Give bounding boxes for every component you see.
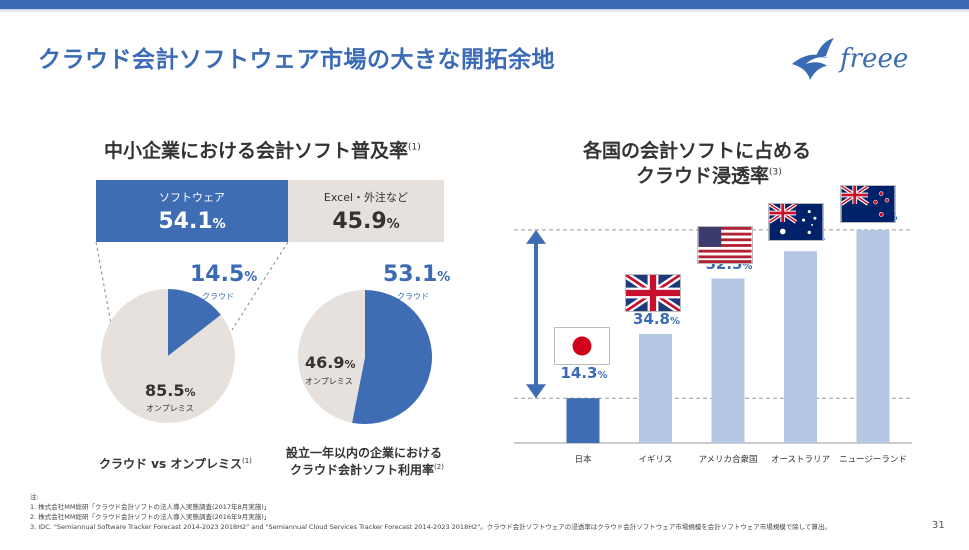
- pie1-onprem-label: オンプレミス: [146, 404, 194, 413]
- bar-value-label-1: 34.8%: [632, 309, 681, 328]
- pie2-caption-line2-text: クラウド会計ソフト利用率: [290, 463, 435, 477]
- left-heading: 中小企業における会計ソフト普及率(1): [104, 136, 421, 163]
- pie2-caption-line2: クラウド会計ソフト利用率(2): [290, 461, 444, 478]
- bar-value-label-0: 14.3%: [560, 364, 608, 383]
- software-value-unit: %: [212, 216, 226, 232]
- pie1-cloud-label: クラウド: [202, 292, 234, 301]
- pie1-onprem-unit: %: [184, 386, 196, 399]
- software-box: ソフトウェア 54.1%: [96, 180, 288, 242]
- pie2-slice-onprem: [297, 290, 365, 423]
- logo-text: freee: [838, 44, 908, 74]
- excel-value-unit: %: [386, 216, 400, 232]
- pie2-cloud-value-number: 53.1: [383, 262, 438, 287]
- category-label-2: アメリカ合衆国: [698, 455, 758, 465]
- pie1-caption-note: (1): [241, 457, 252, 465]
- pie1-cloud-value-number: 14.5: [190, 262, 245, 287]
- pie2-cloud-label: クラウド: [397, 292, 429, 301]
- right-heading-line1: 各国の会計ソフトに占める: [583, 140, 812, 162]
- footnote-1: 1. 株式会社MM総研「クラウド会計ソフトの法人導入実態調査(2017年8月実施…: [30, 503, 271, 511]
- pie2-cloud-unit: %: [437, 270, 451, 285]
- freee-logo: freee: [792, 38, 908, 80]
- pie2-caption-note: (2): [434, 463, 444, 471]
- pie1-cloud-unit: %: [244, 270, 258, 285]
- category-label-3: オーストラリア: [770, 455, 831, 465]
- software-value: 54.1%: [158, 209, 225, 234]
- right-heading-line2-text: クラウド浸透率: [636, 165, 770, 187]
- footnote-2: 2. 株式会社MM総研「クラウド会計ソフトの法人導入実態調査(2016年9月実施…: [30, 513, 271, 521]
- pie1-caption: クラウド vs オンプレミス(1): [99, 455, 252, 472]
- right-heading-note: (3): [769, 167, 782, 178]
- australia-flag-icon: [768, 203, 824, 241]
- pie1-onprem-value: 85.5%: [145, 381, 196, 400]
- logo-bird-icon: [792, 54, 828, 80]
- uk-flag-icon: [625, 274, 681, 312]
- bar-3: [784, 251, 817, 443]
- footnotes-header: 注:: [30, 493, 39, 501]
- bar-2: [711, 278, 745, 443]
- pie2-onprem-unit: %: [344, 358, 356, 371]
- bar-0: [566, 398, 600, 443]
- software-value-number: 54.1: [158, 208, 213, 234]
- pie-chart-new-companies: [297, 290, 433, 425]
- connector-line-right: [231, 241, 289, 331]
- gap-arrow-up-icon: [526, 229, 546, 244]
- japan-flag-icon: [554, 327, 610, 365]
- pie1-slice-cloud: [168, 289, 221, 356]
- pie2-onprem-label: オンプレミス: [305, 377, 353, 386]
- pie2-caption-line1: 設立一年以内の企業における: [286, 446, 443, 460]
- excel-label: Excel・外注など: [323, 190, 409, 204]
- bar-4: [856, 229, 890, 443]
- pie2-slice-cloud: [352, 290, 433, 425]
- category-label-1: イギリス: [638, 455, 673, 465]
- right-heading-line2: クラウド浸透率(3): [636, 161, 782, 188]
- pie1-slice-onprem: [100, 289, 235, 423]
- gap-arrow-down-icon: [526, 384, 546, 399]
- footnote-3: 3. IDC. "Semiannual Software Tracker For…: [30, 523, 832, 531]
- category-label-4: ニュージーランド: [839, 455, 907, 465]
- bar-1: [639, 333, 672, 443]
- pie-chart-cloud-vs-onprem: [100, 289, 235, 423]
- left-heading-text: 中小企業における会計ソフト普及率: [104, 140, 409, 162]
- pie1-onprem-value-number: 85.5: [145, 381, 185, 400]
- pie2-onprem-value-number: 46.9: [305, 353, 345, 372]
- connector-line-left: [95, 241, 114, 336]
- top-accent-bar: [0, 0, 969, 9]
- footnotes: 注: 1. 株式会社MM総研「クラウド会計ソフトの法人導入実態調査(2017年8…: [30, 492, 831, 532]
- page-title: クラウド会計ソフトウェア市場の大きな開拓余地: [38, 47, 555, 73]
- excel-value-number: 45.9: [332, 208, 387, 234]
- top-bar-shadow: [0, 9, 969, 13]
- pie1-cloud-value: 14.5%: [190, 262, 257, 287]
- page-number: 31: [932, 520, 945, 531]
- new-zealand-flag-icon: [840, 185, 896, 223]
- left-heading-note: (1): [408, 142, 421, 153]
- pie1-caption-text: クラウド vs オンプレミス: [99, 457, 242, 471]
- usa-flag-icon: [697, 226, 753, 264]
- pie2-onprem-value: 46.9%: [305, 353, 356, 372]
- pie2-cloud-value: 53.1%: [383, 262, 450, 287]
- excel-box: Excel・外注など 45.9%: [288, 180, 444, 242]
- software-label: ソフトウェア: [159, 190, 225, 204]
- excel-value: 45.9%: [332, 209, 399, 234]
- category-label-0: 日本: [574, 455, 592, 465]
